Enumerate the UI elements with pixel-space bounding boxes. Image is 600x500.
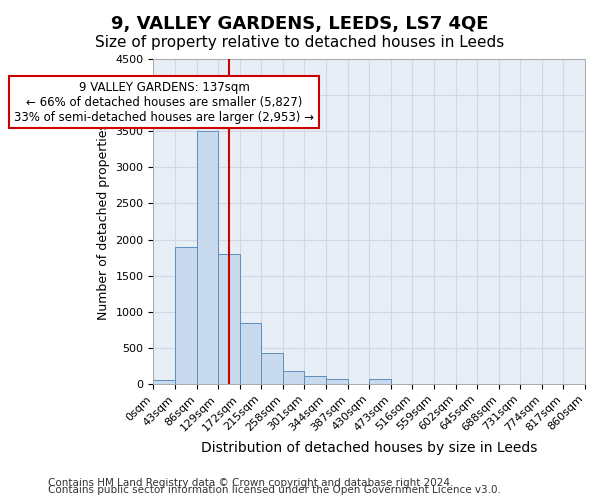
Text: 9 VALLEY GARDENS: 137sqm
← 66% of detached houses are smaller (5,827)
33% of sem: 9 VALLEY GARDENS: 137sqm ← 66% of detach…: [14, 80, 314, 124]
Bar: [240, 322, 261, 384]
Text: Contains HM Land Registry data © Crown copyright and database right 2024.: Contains HM Land Registry data © Crown c…: [48, 478, 454, 488]
Bar: [304, 376, 326, 384]
Y-axis label: Number of detached properties: Number of detached properties: [97, 123, 110, 320]
Bar: [326, 378, 347, 384]
Bar: [154, 380, 175, 384]
Bar: [369, 380, 391, 384]
X-axis label: Distribution of detached houses by size in Leeds: Distribution of detached houses by size …: [201, 441, 538, 455]
Text: Contains public sector information licensed under the Open Government Licence v3: Contains public sector information licen…: [48, 485, 501, 495]
Bar: [175, 247, 197, 384]
Text: Size of property relative to detached houses in Leeds: Size of property relative to detached ho…: [95, 35, 505, 50]
Bar: [261, 353, 283, 384]
Bar: [197, 131, 218, 384]
Bar: [283, 372, 304, 384]
Bar: [218, 254, 240, 384]
Text: 9, VALLEY GARDENS, LEEDS, LS7 4QE: 9, VALLEY GARDENS, LEEDS, LS7 4QE: [111, 15, 489, 33]
